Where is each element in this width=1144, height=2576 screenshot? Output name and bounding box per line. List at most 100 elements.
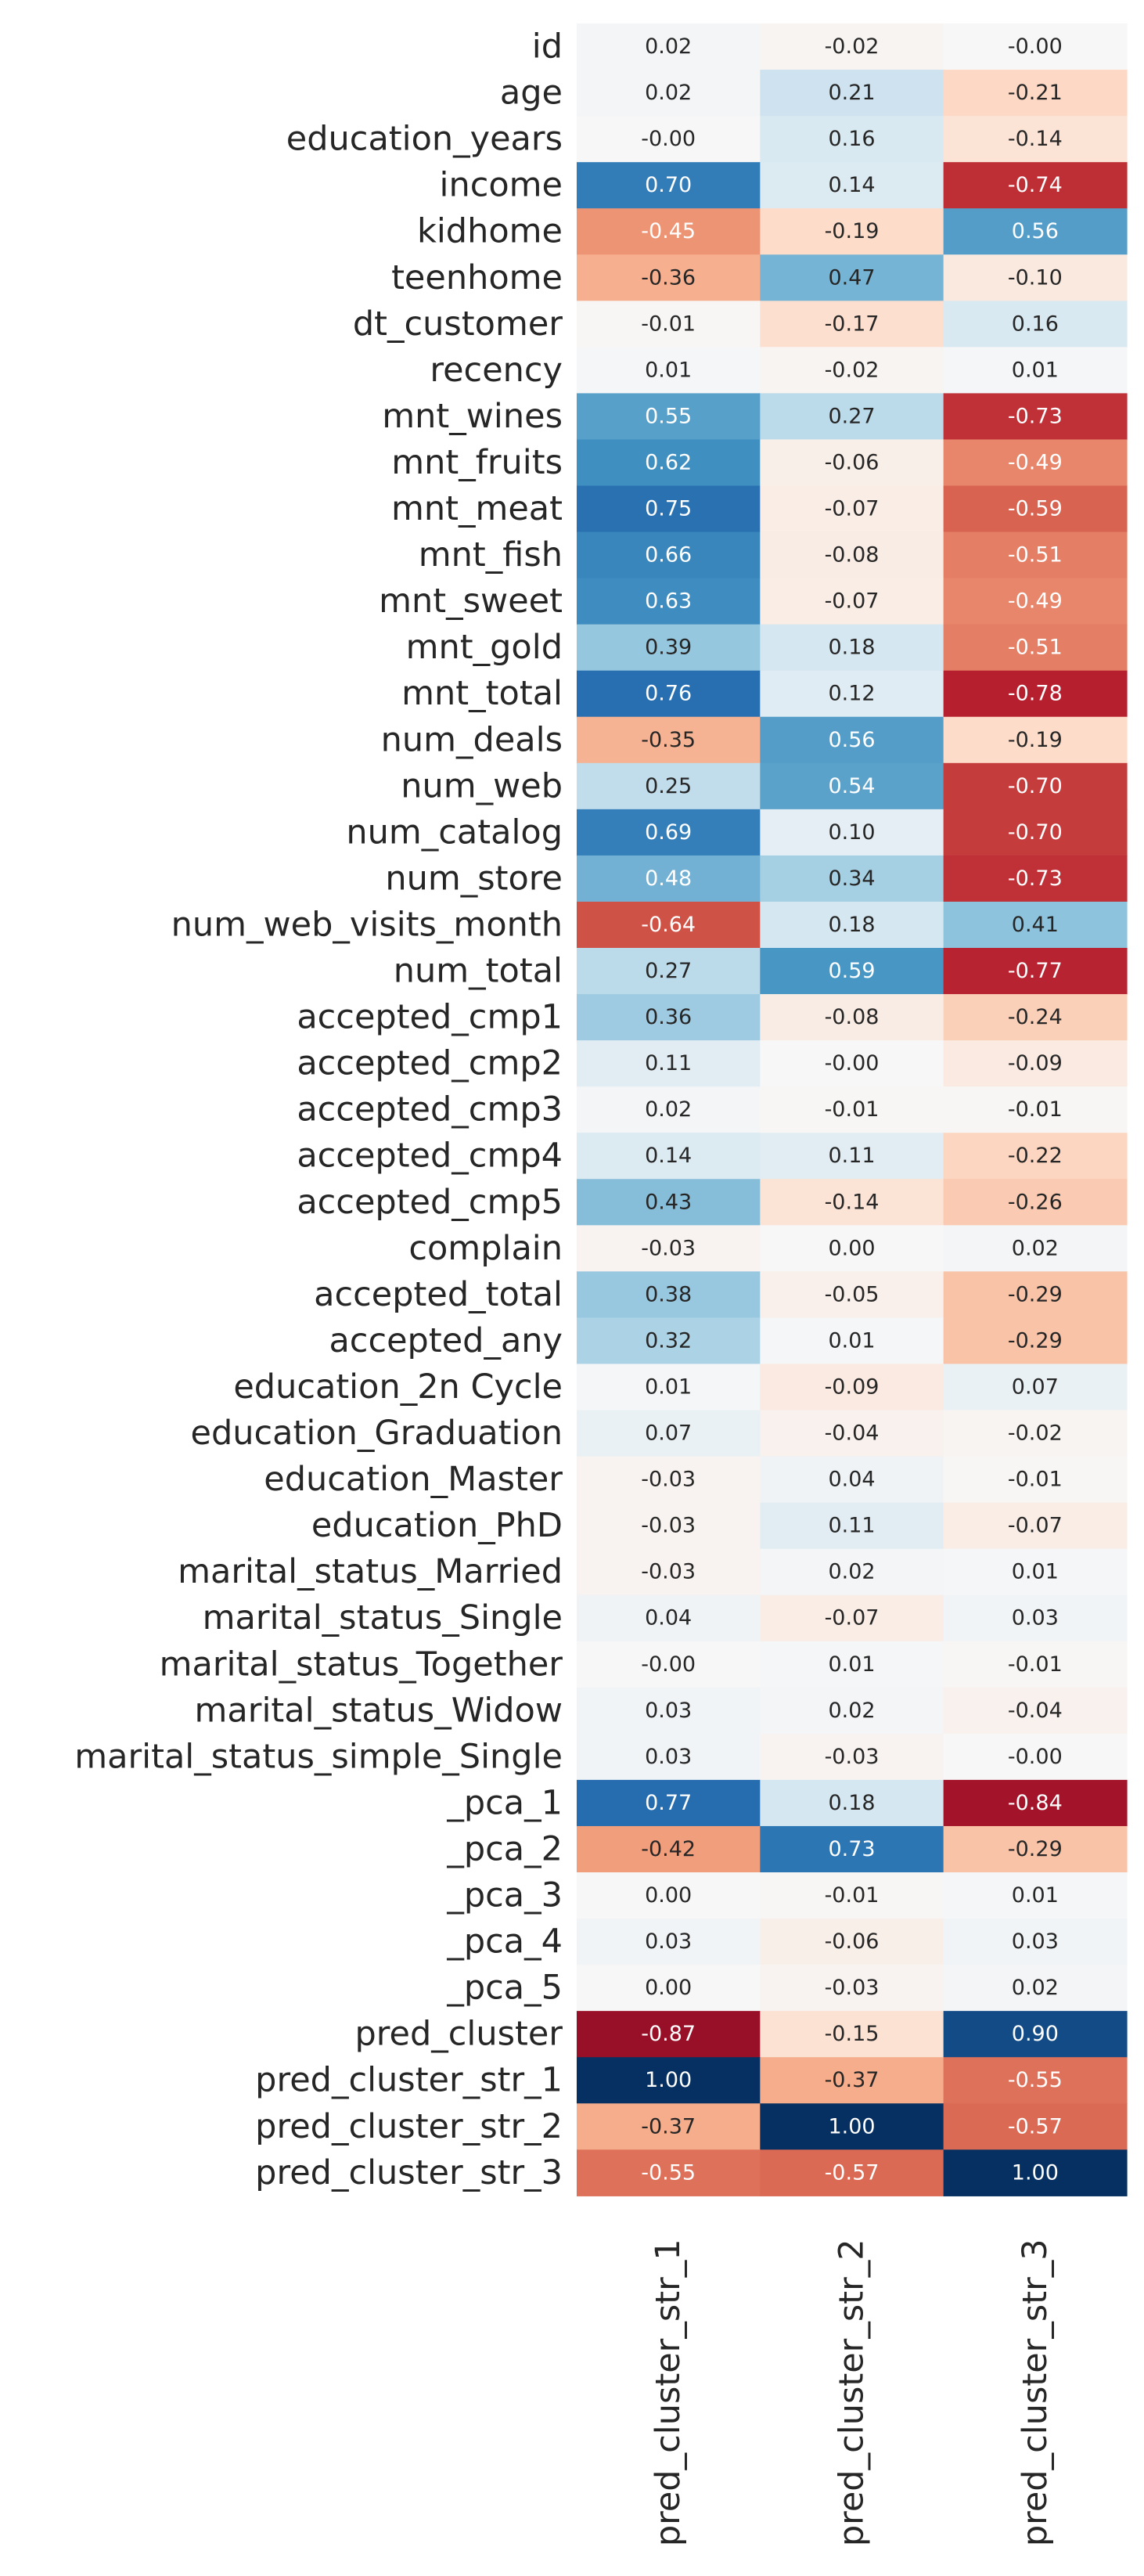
cell-value-num-catalog-pred-cluster-str-3: -0.70 [1008, 820, 1063, 845]
cell-value-accepted-total-pred-cluster-str-1: 0.38 [645, 1282, 692, 1306]
heatmap-cell-pred-cluster-pred-cluster-str-2 [760, 2011, 944, 2058]
heatmap-cell-marital-status-married-pred-cluster-str-3 [943, 1548, 1128, 1596]
row-label-dt-customer: dt_customer [353, 304, 563, 344]
cell-value-accepted-cmp1-pred-cluster-str-2: -0.08 [825, 1005, 880, 1029]
heatmap-cell-num-total-pred-cluster-str-2 [760, 948, 944, 995]
cell-value-pca-3-pred-cluster-str-1: 0.00 [645, 1883, 692, 1908]
cell-value-marital-status-married-pred-cluster-str-3: 0.01 [1012, 1560, 1059, 1584]
cell-value-id-pred-cluster-str-2: -0.02 [825, 34, 880, 59]
cell-value-id-pred-cluster-str-3: -0.00 [1008, 34, 1063, 59]
column-label-pred-cluster-str-1: pred_cluster_str_1 [649, 2239, 688, 2546]
heatmap-cell-mnt-fish-pred-cluster-str-2 [760, 531, 944, 579]
cell-value-pca-1-pred-cluster-str-2: 0.18 [828, 1791, 875, 1815]
heatmap-cell-income-pred-cluster-str-3 [943, 162, 1128, 209]
heatmap-cell-pca-4-pred-cluster-str-1 [577, 1918, 761, 1965]
cell-value-mnt-wines-pred-cluster-str-1: 0.55 [645, 404, 692, 428]
row-label-mnt-meat: mnt_meat [391, 489, 563, 528]
heatmap-cell-education-2n-cycle-pred-cluster-str-1 [577, 1364, 761, 1411]
heatmap-cell-num-web-pred-cluster-str-3 [943, 762, 1128, 810]
heatmap-cell-kidhome-pred-cluster-str-2 [760, 208, 944, 255]
heatmap-cell-num-store-pred-cluster-str-3 [943, 855, 1128, 903]
column-label-pred-cluster-str-2: pred_cluster_str_2 [833, 2239, 872, 2546]
cell-value-pca-5-pred-cluster-str-1: 0.00 [645, 1976, 692, 2000]
heatmap-cell-num-store-pred-cluster-str-1 [577, 855, 761, 903]
heatmap-cell-education-2n-cycle-pred-cluster-str-2 [760, 1364, 944, 1411]
heatmap-cell-dt-customer-pred-cluster-str-1 [577, 301, 761, 348]
cell-value-accepted-cmp1-pred-cluster-str-3: -0.24 [1008, 1005, 1063, 1029]
heatmap-cell-marital-status-widow-pred-cluster-str-1 [577, 1687, 761, 1735]
heatmap-cell-mnt-fish-pred-cluster-str-3 [943, 531, 1128, 579]
heatmap-cell-mnt-fruits-pred-cluster-str-3 [943, 439, 1128, 487]
cell-value-accepted-total-pred-cluster-str-3: -0.29 [1008, 1282, 1063, 1306]
heatmap-cell-num-deals-pred-cluster-str-1 [577, 716, 761, 764]
cell-value-accepted-cmp2-pred-cluster-str-2: -0.00 [825, 1051, 880, 1075]
heatmap-cell-num-total-pred-cluster-str-1 [577, 948, 761, 995]
row-label-marital-status-married: marital_status_Married [178, 1552, 563, 1591]
cell-value-education-2n-cycle-pred-cluster-str-1: 0.01 [645, 1374, 692, 1399]
heatmap-cell-pca-4-pred-cluster-str-2 [760, 1918, 944, 1965]
cell-value-mnt-wines-pred-cluster-str-2: 0.27 [828, 404, 875, 428]
cell-value-dt-customer-pred-cluster-str-3: 0.16 [1012, 312, 1059, 336]
cell-value-pred-cluster-str-1-pred-cluster-str-2: -0.37 [825, 2068, 880, 2092]
heatmap-cell-mnt-total-pred-cluster-str-1 [577, 670, 761, 718]
heatmap-cell-mnt-total-pred-cluster-str-2 [760, 670, 944, 718]
cell-value-age-pred-cluster-str-1: 0.02 [645, 81, 692, 105]
row-label-pred-cluster-str-2: pred_cluster_str_2 [255, 2107, 563, 2146]
cell-value-education-master-pred-cluster-str-2: 0.04 [828, 1468, 875, 1492]
heatmap-cell-pred-cluster-str-3-pred-cluster-str-2 [760, 2149, 944, 2196]
row-label-pred-cluster-str-3: pred_cluster_str_3 [255, 2153, 563, 2192]
heatmap-cell-accepted-cmp3-pred-cluster-str-3 [943, 1086, 1128, 1133]
heatmap-cell-age-pred-cluster-str-3 [943, 70, 1128, 117]
heatmap-cell-mnt-fruits-pred-cluster-str-1 [577, 439, 761, 487]
heatmap-cell-accepted-cmp5-pred-cluster-str-3 [943, 1179, 1128, 1226]
heatmap-cell-education-master-pred-cluster-str-2 [760, 1456, 944, 1504]
cell-value-marital-status-simple-single-pred-cluster-str-3: -0.00 [1008, 1745, 1063, 1769]
heatmap-cell-marital-status-widow-pred-cluster-str-3 [943, 1687, 1128, 1735]
cell-value-pred-cluster-str-2-pred-cluster-str-1: -0.37 [641, 2114, 696, 2138]
heatmap-cell-accepted-cmp5-pred-cluster-str-2 [760, 1179, 944, 1226]
row-label-education-phd: education_PhD [311, 1506, 563, 1545]
row-label-income: income [440, 166, 563, 205]
heatmap-cell-marital-status-married-pred-cluster-str-2 [760, 1548, 944, 1596]
cell-value-pred-cluster-pred-cluster-str-2: -0.15 [825, 2022, 880, 2046]
cell-value-num-deals-pred-cluster-str-3: -0.19 [1008, 728, 1063, 752]
row-label-pca-1: _pca_1 [446, 1783, 563, 1822]
heatmap-cell-pred-cluster-str-1-pred-cluster-str-3 [943, 2057, 1128, 2104]
cell-value-pred-cluster-str-3-pred-cluster-str-3: 1.00 [1012, 2160, 1059, 2185]
heatmap-cell-num-web-pred-cluster-str-2 [760, 762, 944, 810]
cell-value-mnt-sweet-pred-cluster-str-2: -0.07 [825, 589, 880, 614]
heatmap-cell-recency-pred-cluster-str-3 [943, 347, 1128, 394]
row-label-pca-4: _pca_4 [446, 1922, 563, 1962]
heatmap-cell-mnt-sweet-pred-cluster-str-2 [760, 578, 944, 625]
heatmap-cell-labels: 0.02 -0.02 -0.00 0.02 0.21 -0.21 -0.00 0.16 -0.1… [641, 34, 1063, 2185]
heatmap-cell-marital-status-simple-single-pred-cluster-str-2 [760, 1733, 944, 1781]
heatmap-cell-pred-cluster-pred-cluster-str-3 [943, 2011, 1128, 2058]
heatmap-cell-teenhome-pred-cluster-str-2 [760, 254, 944, 301]
heatmap-cell-kidhome-pred-cluster-str-3 [943, 208, 1128, 255]
heatmap-cell-id-pred-cluster-str-3 [943, 23, 1128, 70]
heatmap-cell-marital-status-married-pred-cluster-str-1 [577, 1548, 761, 1596]
heatmap-cell-mnt-meat-pred-cluster-str-2 [760, 485, 944, 533]
heatmap-cell-num-store-pred-cluster-str-2 [760, 855, 944, 903]
heatmap-cell-education-years-pred-cluster-str-2 [760, 116, 944, 163]
cell-value-accepted-cmp2-pred-cluster-str-3: -0.09 [1008, 1051, 1063, 1075]
heatmap-cell-pred-cluster-str-3-pred-cluster-str-3 [943, 2149, 1128, 2196]
cell-value-education-master-pred-cluster-str-3: -0.01 [1008, 1468, 1063, 1492]
heatmap-cell-teenhome-pred-cluster-str-1 [577, 254, 761, 301]
cell-value-marital-status-married-pred-cluster-str-1: -0.03 [641, 1560, 696, 1584]
cell-value-income-pred-cluster-str-2: 0.14 [828, 173, 875, 197]
cell-value-pred-cluster-str-3-pred-cluster-str-2: -0.57 [825, 2160, 880, 2185]
row-label-accepted-cmp2: accepted_cmp2 [297, 1044, 563, 1083]
cell-value-pred-cluster-pred-cluster-str-1: -0.87 [641, 2022, 696, 2046]
heatmap-cell-mnt-gold-pred-cluster-str-2 [760, 624, 944, 672]
row-label-age: age [500, 74, 563, 113]
cell-value-teenhome-pred-cluster-str-3: -0.10 [1008, 265, 1063, 290]
cell-value-complain-pred-cluster-str-1: -0.03 [641, 1236, 696, 1260]
cell-value-mnt-fruits-pred-cluster-str-2: -0.06 [825, 450, 880, 474]
heatmap-cell-education-graduation-pred-cluster-str-2 [760, 1410, 944, 1457]
row-label-accepted-cmp1: accepted_cmp1 [297, 998, 563, 1037]
heatmap-cell-mnt-wines-pred-cluster-str-1 [577, 393, 761, 441]
heatmap-cell-mnt-wines-pred-cluster-str-2 [760, 393, 944, 441]
cell-value-accepted-cmp3-pred-cluster-str-2: -0.01 [825, 1097, 880, 1122]
heatmap-cell-mnt-sweet-pred-cluster-str-1 [577, 578, 761, 625]
